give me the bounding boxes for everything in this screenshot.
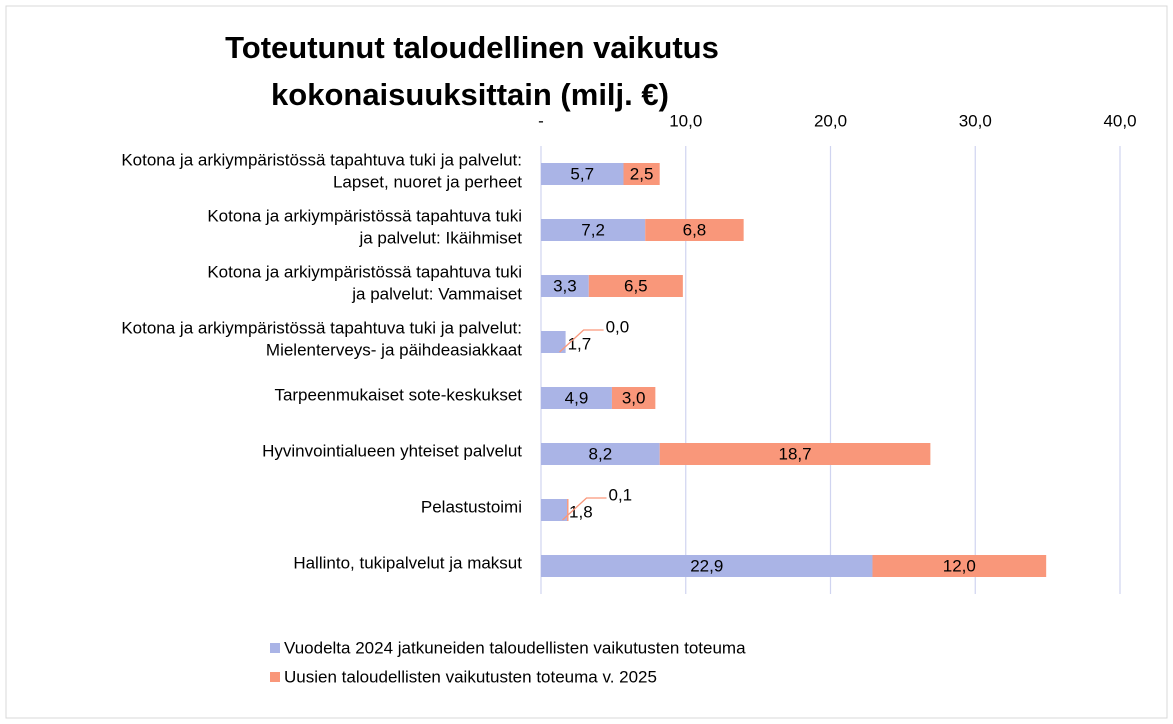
x-tick-label: 20,0: [814, 111, 847, 130]
chart-title: Toteutunut taloudellinen vaikutus: [225, 30, 719, 65]
legend-swatch: [270, 643, 280, 653]
data-label: 8,2: [589, 444, 613, 463]
y-tick-label: Tarpeenmukaiset sote-keskukset: [274, 385, 522, 404]
x-tick-label: -: [538, 111, 544, 130]
bar: [541, 499, 568, 521]
data-label: 1,7: [568, 334, 592, 353]
bar: [567, 499, 569, 521]
data-label: 0,1: [609, 485, 633, 504]
bar: [623, 163, 660, 185]
data-label: 1,8: [569, 502, 593, 521]
y-tick-label: ja palvelut: Vammaiset: [351, 284, 522, 303]
y-tick-label: ja palvelut: Ikäihmiset: [358, 228, 522, 247]
bar: [541, 443, 660, 465]
data-label: 6,8: [683, 220, 707, 239]
data-label: 5,7: [570, 164, 594, 183]
bar: [588, 275, 683, 297]
legend-label: Vuodelta 2024 jatkuneiden taloudellisten…: [284, 638, 746, 657]
y-tick-label: Lapset, nuoret ja perheet: [333, 172, 522, 191]
data-label: 2,5: [630, 164, 654, 183]
bar: [611, 387, 656, 409]
bar: [872, 555, 1047, 577]
legend-swatch: [270, 672, 280, 682]
data-label: 4,9: [565, 388, 589, 407]
bar: [541, 163, 624, 185]
chart-title: kokonaisuuksittain (milj. €): [271, 77, 669, 112]
x-tick-label: 10,0: [669, 111, 702, 130]
y-tick-label: Kotona ja arkiympäristössä tapahtuva tuk…: [121, 318, 522, 337]
bar: [659, 443, 931, 465]
x-tick-label: 40,0: [1103, 111, 1136, 130]
bar: [541, 387, 612, 409]
leader-line: [562, 497, 607, 521]
y-tick-label: Mielenterveys- ja päihdeasiakkaat: [266, 340, 522, 359]
y-tick-label: Pelastustoimi: [421, 497, 522, 516]
bar: [541, 331, 566, 353]
bar: [541, 555, 873, 577]
data-label: 0,0: [606, 317, 630, 336]
data-label: 18,7: [778, 444, 811, 463]
chart-border: [5, 5, 1168, 719]
bar: [541, 219, 646, 241]
x-tick-label: 30,0: [959, 111, 992, 130]
data-label: 12,0: [943, 556, 976, 575]
y-tick-label: Hyvinvointialueen yhteiset palvelut: [262, 441, 522, 460]
y-tick-label: Kotona ja arkiympäristössä tapahtuva tuk…: [207, 206, 522, 225]
data-label: 6,5: [624, 276, 648, 295]
data-label: 3,3: [553, 276, 577, 295]
y-tick-label: Hallinto, tukipalvelut ja maksut: [293, 553, 522, 572]
y-tick-label: Kotona ja arkiympäristössä tapahtuva tuk…: [121, 150, 522, 169]
data-label: 3,0: [622, 388, 646, 407]
y-tick-label: Kotona ja arkiympäristössä tapahtuva tuk…: [207, 262, 522, 281]
data-label: 7,2: [581, 220, 605, 239]
bar: [541, 275, 589, 297]
data-label: 22,9: [690, 556, 723, 575]
leader-line: [559, 329, 604, 353]
bar: [645, 219, 744, 241]
legend-label: Uusien taloudellisten vaikutusten toteum…: [284, 667, 657, 686]
